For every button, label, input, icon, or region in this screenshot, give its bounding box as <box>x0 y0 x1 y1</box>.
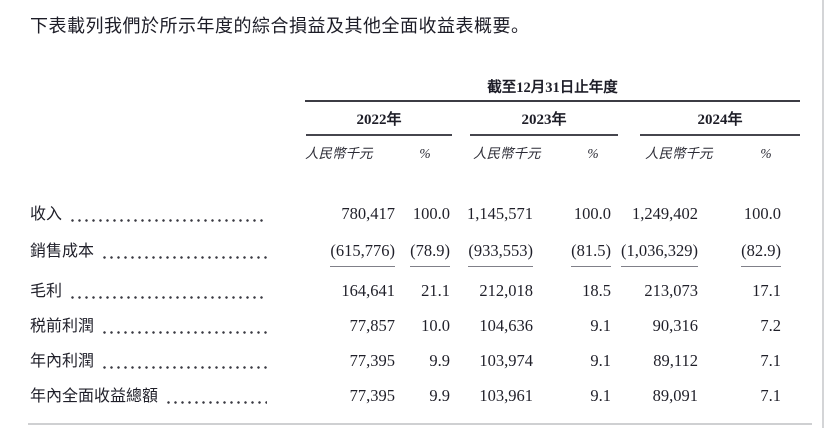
table-row: 年內全面收益總額 77,395 9.9 103,961 9.1 89,091 7… <box>30 384 783 408</box>
row-label: 銷售成本 <box>30 240 305 264</box>
cell-value: 9.1 <box>590 386 611 405</box>
unit-header-rmb: 人民幣千元 <box>645 146 713 161</box>
cell-value: (82.9) <box>700 239 783 267</box>
row-label: 年內利潤 <box>30 350 305 374</box>
row-label: 年內全面收益總額 <box>30 385 305 409</box>
cell-value: 212,018 <box>479 281 533 300</box>
year-rule-2023 <box>470 134 618 136</box>
row-label: 收入 <box>30 203 305 227</box>
dot-leader <box>101 255 267 260</box>
page-edge-line <box>822 0 824 428</box>
cell-value: (78.9) <box>397 239 452 267</box>
dot-leader <box>165 400 267 405</box>
header-rule <box>305 100 800 102</box>
cell-value: (81.5) <box>535 239 613 267</box>
table-row: 銷售成本 (615,776) (78.9) (933,553) (81.5) (… <box>30 239 783 267</box>
page-bottom-rule <box>28 423 812 425</box>
cell-value: (1,036,329) <box>613 239 700 267</box>
column-header-year-2023: 2023年 <box>521 112 567 128</box>
cell-value: 1,145,571 <box>467 204 533 223</box>
cell-value: 89,091 <box>652 386 698 405</box>
cell-value: 780,417 <box>341 204 395 223</box>
cell-value: 77,395 <box>349 351 395 370</box>
dot-leader <box>101 365 267 370</box>
cell-value: 1,249,402 <box>632 204 698 223</box>
cell-value: 17.1 <box>752 281 781 300</box>
unit-header-percent: % <box>587 146 599 161</box>
column-header-year-2024: 2024年 <box>697 112 743 128</box>
cell-value: 89,112 <box>653 351 698 370</box>
cell-value: 213,073 <box>644 281 698 300</box>
cell-value: 103,961 <box>479 386 533 405</box>
cell-value: 10.0 <box>421 316 450 335</box>
row-label: 税前利潤 <box>30 315 305 339</box>
cell-value: 90,316 <box>652 316 698 335</box>
cell-value: 18.5 <box>582 281 611 300</box>
period-header: 截至12月31日止年度 <box>487 80 618 96</box>
cell-value: 7.1 <box>760 386 781 405</box>
unit-header-rmb: 人民幣千元 <box>305 146 373 161</box>
cell-value: 104,636 <box>479 316 533 335</box>
unit-header-percent: % <box>419 146 431 161</box>
cell-value: 77,395 <box>349 386 395 405</box>
cell-value: 100.0 <box>573 204 611 223</box>
cell-value: 77,857 <box>349 316 395 335</box>
table-row: 收入 780,417 100.0 1,145,571 100.0 1,249,4… <box>30 202 783 226</box>
table-row: 毛利 164,641 21.1 212,018 18.5 213,073 17.… <box>30 279 783 303</box>
cell-value: 9.9 <box>429 386 450 405</box>
table-row: 税前利潤 77,857 10.0 104,636 9.1 90,316 7.2 <box>30 314 783 338</box>
intro-text: 下表載列我們於所示年度的綜合損益及其他全面收益表概要。 <box>30 16 530 36</box>
cell-value: 103,974 <box>479 351 533 370</box>
row-label: 毛利 <box>30 280 305 304</box>
cell-value: 21.1 <box>421 281 450 300</box>
year-rule-2022 <box>306 134 452 136</box>
table-row: 年內利潤 77,395 9.9 103,974 9.1 89,112 7.1 <box>30 349 783 373</box>
cell-value: 7.1 <box>760 351 781 370</box>
cell-value: (933,553) <box>452 239 535 267</box>
dot-leader <box>101 330 267 335</box>
cell-value: (615,776) <box>305 239 397 267</box>
unit-header-rmb: 人民幣千元 <box>473 146 541 161</box>
unit-header-percent: % <box>760 146 772 161</box>
cell-value: 7.2 <box>760 316 781 335</box>
dot-leader <box>69 218 267 223</box>
cell-value: 164,641 <box>341 281 395 300</box>
cell-value: 100.0 <box>743 204 781 223</box>
dot-leader <box>69 295 267 300</box>
cell-value: 9.1 <box>590 316 611 335</box>
column-header-year-2022: 2022年 <box>356 112 402 128</box>
year-rule-2024 <box>640 134 800 136</box>
cell-value: 100.0 <box>412 204 450 223</box>
cell-value: 9.1 <box>590 351 611 370</box>
cell-value: 9.9 <box>429 351 450 370</box>
